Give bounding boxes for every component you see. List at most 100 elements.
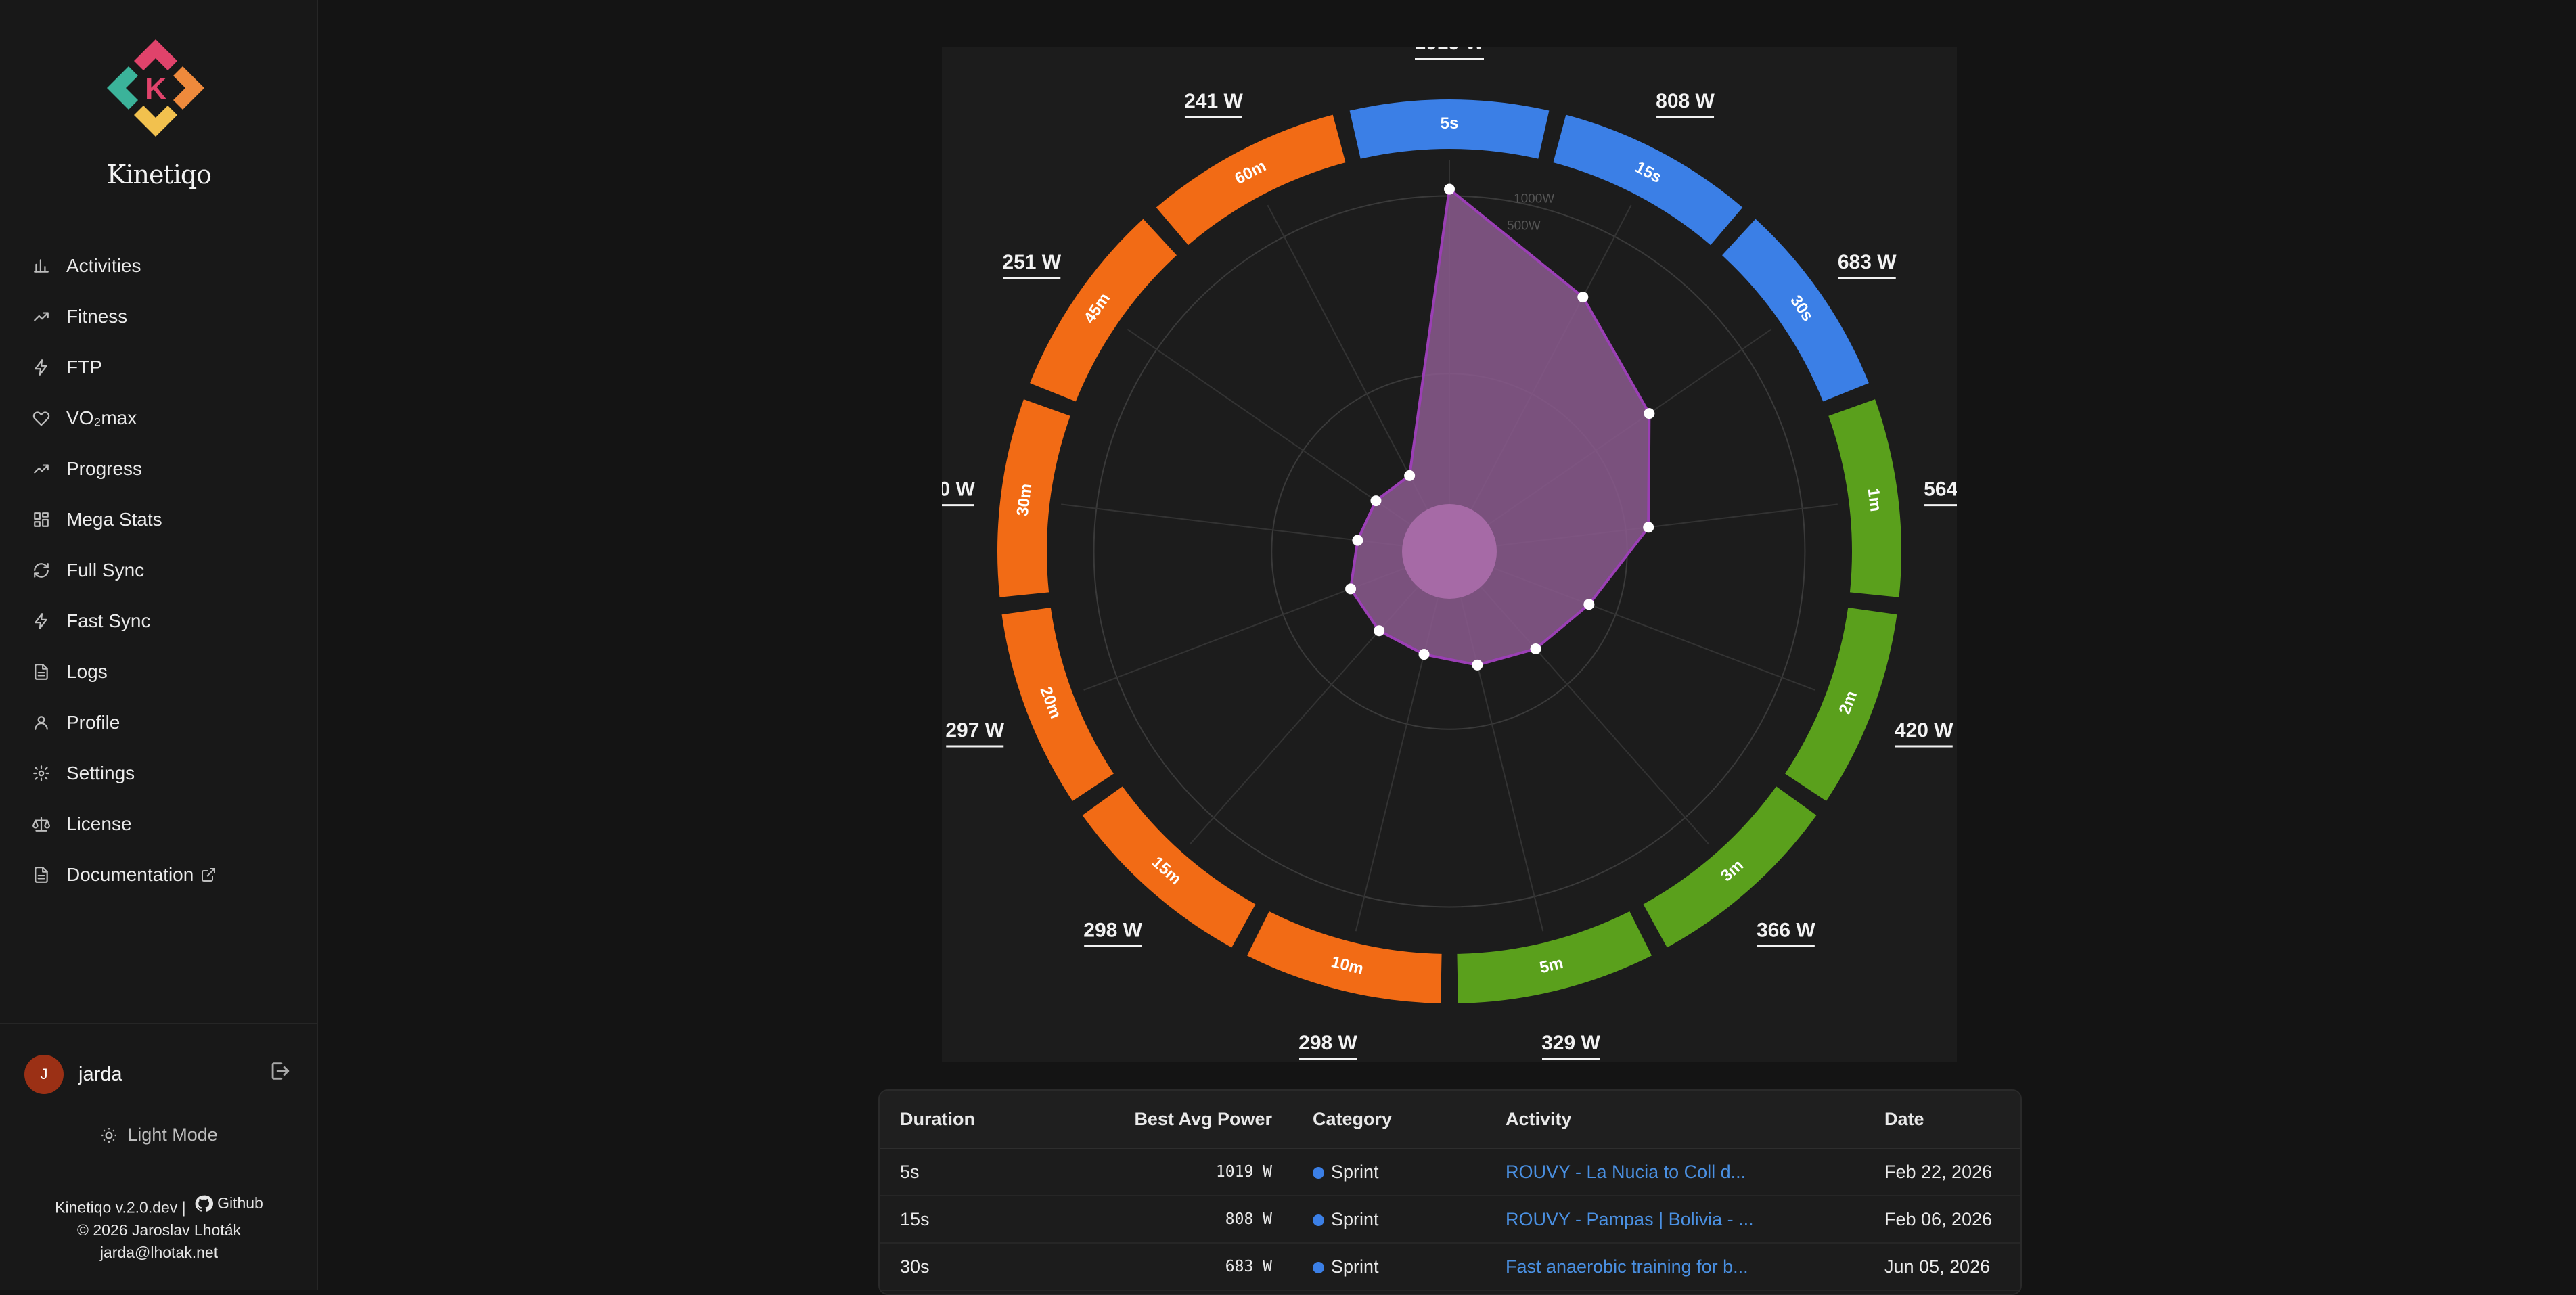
value-label: 298 W: [1298, 1032, 1357, 1054]
sidebar-item-fast-sync[interactable]: Fast Sync: [0, 595, 318, 646]
duration-cell: 30s: [880, 1243, 1089, 1291]
layout-icon: [31, 509, 51, 530]
sidebar-item-ftp[interactable]: FTP: [0, 342, 318, 392]
avatar[interactable]: J: [24, 1055, 64, 1094]
power-polygon: [1349, 186, 1651, 666]
data-point: [1577, 292, 1589, 303]
activity-link[interactable]: ROUVY - La Nucia to Coll d...: [1506, 1161, 1746, 1182]
category-label: Sprint: [1331, 1208, 1379, 1229]
sidebar-item-vo-max[interactable]: VO₂max: [0, 392, 318, 443]
sidebar-item-profile[interactable]: Profile: [0, 697, 318, 748]
light-mode-label: Light Mode: [127, 1124, 218, 1145]
category-dot-icon: [1313, 1166, 1324, 1179]
sidebar-item-label: Settings: [66, 762, 135, 783]
category-cell: Sprint: [1292, 1148, 1485, 1196]
activity-cell: ROUVY - La Nucia to Coll d...: [1485, 1148, 1864, 1196]
email-text: jarda@lhotak.net: [99, 1243, 219, 1261]
sidebar-item-settings[interactable]: Settings: [0, 748, 318, 798]
sidebar-item-progress[interactable]: Progress: [0, 443, 318, 494]
sidebar-item-label: Activities: [66, 254, 141, 276]
sidebar-nav: Activities Fitness FTP VO₂max Progress Mega S…: [0, 240, 318, 900]
data-point: [1404, 470, 1416, 481]
user-icon: [31, 712, 51, 733]
value-label: 1019 W: [1414, 47, 1485, 54]
duration-cell: 15s: [880, 1196, 1089, 1244]
col-activity[interactable]: Activity: [1485, 1091, 1864, 1149]
power-cell: 808 W: [1089, 1196, 1292, 1244]
github-link[interactable]: Github: [190, 1192, 263, 1214]
data-point: [1643, 522, 1654, 533]
center-hub: [1402, 504, 1497, 599]
value-label: 241 W: [1184, 90, 1243, 112]
zap-icon: [31, 357, 51, 378]
data-point: [1472, 659, 1483, 671]
date-cell: Feb 06, 2026: [1864, 1196, 2020, 1244]
user-row: J jarda: [24, 1054, 295, 1095]
github-icon: [195, 1195, 214, 1212]
sun-icon: [101, 1127, 117, 1143]
sidebar-item-logs[interactable]: Logs: [0, 646, 318, 697]
sidebar-item-documentation[interactable]: Documentation: [0, 849, 318, 900]
sidebar-footer: Kinetiqo v.2.0.dev | Github © 2026 Jaros…: [0, 1192, 318, 1264]
app-name: Kinetiqo: [106, 160, 212, 189]
category-segment: [1722, 219, 1869, 402]
value-label: 420 W: [1895, 719, 1953, 742]
sidebar-item-label: FTP: [66, 356, 102, 378]
refresh-icon: [31, 560, 51, 581]
col-duration[interactable]: Duration: [880, 1091, 1089, 1149]
activity-link[interactable]: ROUVY - Pampas | Bolivia - ...: [1506, 1208, 1754, 1229]
value-label: 297 W: [945, 719, 1004, 742]
sidebar-item-label: Fast Sync: [66, 610, 151, 631]
sidebar: K Kinetiqo Activities Fitness FTP VO₂max Pro…: [0, 0, 318, 1290]
duration-cell: 5s: [880, 1148, 1089, 1196]
data-point: [1352, 535, 1363, 546]
logout-icon[interactable]: [268, 1060, 295, 1087]
sidebar-item-fitness[interactable]: Fitness: [0, 291, 318, 342]
sidebar-item-label: Profile: [66, 711, 120, 733]
category-segment: [1349, 99, 1550, 159]
category-segment: [1001, 608, 1114, 801]
value-label: 329 W: [1541, 1032, 1600, 1054]
data-point: [1644, 408, 1655, 419]
best-power-table: Duration Best Avg Power Category Activit…: [878, 1089, 2022, 1295]
table-row: 15s 808 W Sprint ROUVY - Pampas | Bolivia -…: [880, 1196, 2020, 1244]
col-date[interactable]: Date: [1864, 1091, 2020, 1149]
category-segment: [1082, 786, 1256, 948]
category-segment: [1785, 608, 1897, 801]
value-label: 298 W: [1083, 919, 1142, 941]
category-cell: Sprint: [1292, 1196, 1485, 1244]
duration-tick-label: 5s: [1441, 114, 1459, 133]
scale-icon: [31, 814, 51, 834]
ring-label-500: 500W: [1507, 219, 1541, 233]
category-segment: [997, 399, 1070, 597]
sidebar-item-activities[interactable]: Activities: [0, 240, 318, 291]
col-best-avg-power[interactable]: Best Avg Power: [1089, 1091, 1292, 1149]
sidebar-item-label: Logs: [66, 660, 108, 682]
data-point: [1418, 649, 1430, 660]
activity-cell: Fast anaerobic training for b...: [1485, 1243, 1864, 1291]
category-label: Sprint: [1331, 1161, 1379, 1182]
light-mode-toggle[interactable]: Light Mode: [0, 1124, 318, 1145]
sidebar-item-mega-stats[interactable]: Mega Stats: [0, 494, 318, 545]
value-label: 260 W: [942, 478, 975, 501]
kinetiqo-logo: K: [107, 39, 204, 137]
col-category[interactable]: Category: [1292, 1091, 1485, 1149]
table-header-row: Duration Best Avg Power Category Activit…: [880, 1091, 2020, 1149]
value-label: 564 W: [1924, 478, 1957, 501]
sidebar-item-full-sync[interactable]: Full Sync: [0, 545, 318, 595]
heart-icon: [31, 408, 51, 428]
sidebar-item-label: Progress: [66, 457, 143, 479]
activity-cell: ROUVY - Pampas | Bolivia - ...: [1485, 1196, 1864, 1244]
category-segment: [1030, 219, 1177, 402]
value-label: 808 W: [1656, 90, 1715, 112]
sidebar-item-label: Mega Stats: [66, 508, 162, 530]
date-cell: Feb 22, 2026: [1864, 1148, 2020, 1196]
logo-letter: K: [145, 72, 166, 106]
sidebar-item-label: License: [66, 813, 132, 834]
data-point: [1374, 625, 1385, 637]
category-segment: [1553, 114, 1743, 246]
sidebar-item-license[interactable]: License: [0, 798, 318, 849]
activity-link[interactable]: Fast anaerobic training for b...: [1506, 1256, 1748, 1277]
